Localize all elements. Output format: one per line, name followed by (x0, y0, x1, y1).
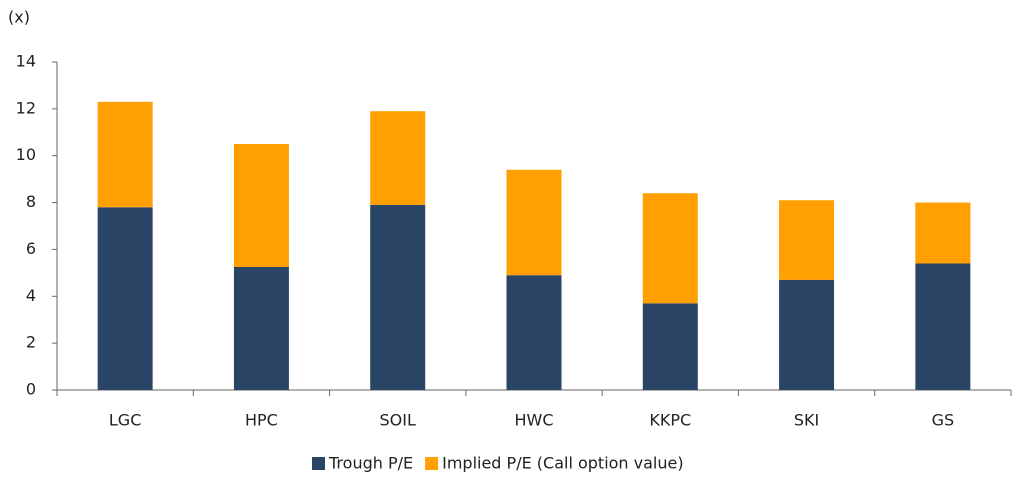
y-tick-label: 14 (16, 52, 36, 71)
legend-swatch (425, 457, 439, 470)
x-tick-label: KKPC (649, 411, 691, 430)
bar-segment (233, 267, 289, 390)
y-tick-label: 0 (26, 380, 36, 399)
bar-segment (642, 193, 698, 304)
x-tick-label: GS (932, 411, 955, 430)
bar-segment (233, 144, 289, 267)
legend-label: Trough P/E (328, 454, 413, 473)
bar-segment (915, 263, 971, 390)
bar-segment (97, 207, 153, 390)
bar-segment (779, 200, 835, 280)
x-tick-label: SOIL (380, 411, 416, 430)
y-axis-label: (x) (8, 8, 30, 27)
bar-segment (915, 202, 971, 264)
y-tick-label: 10 (16, 145, 36, 164)
bar-segment (506, 169, 562, 276)
x-tick-label: SKI (794, 411, 819, 430)
bar-segment (97, 101, 153, 208)
x-tick-label: LGC (109, 411, 141, 430)
x-tick-label: HWC (514, 411, 553, 430)
y-tick-label: 4 (26, 286, 36, 305)
bar-segment (370, 204, 426, 390)
y-tick-label: 8 (26, 192, 36, 211)
bar-segment (506, 275, 562, 390)
y-tick-label: 2 (26, 333, 36, 352)
bar-segment (779, 279, 835, 390)
legend-label: Implied P/E (Call option value) (442, 454, 684, 473)
bar-segment (370, 111, 426, 205)
y-tick-label: 12 (16, 98, 36, 117)
x-tick-label: HPC (245, 411, 278, 430)
bar-segment (642, 303, 698, 390)
y-tick-label: 6 (26, 239, 36, 258)
legend-swatch (312, 457, 325, 470)
